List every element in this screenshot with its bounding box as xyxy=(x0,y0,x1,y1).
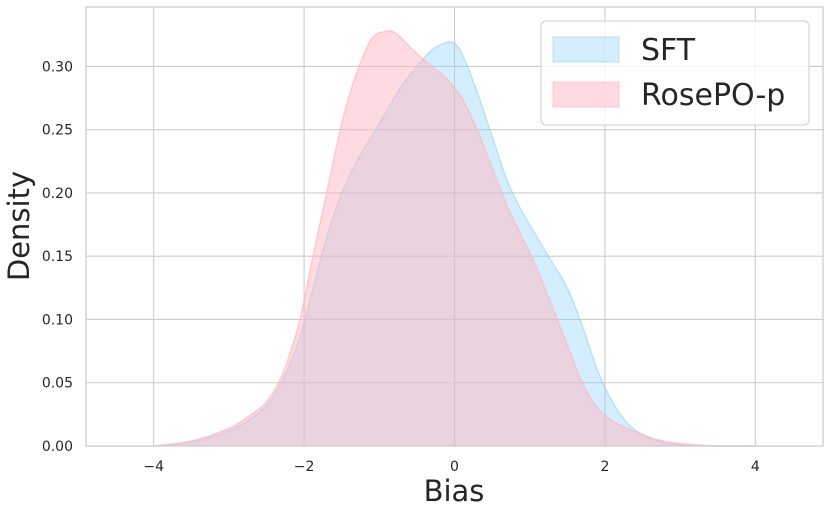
y-tick-label: 0.25 xyxy=(42,123,73,139)
y-tick-label: 0.05 xyxy=(42,376,73,392)
x-tick-labels: −4 −2 0 2 4 xyxy=(143,459,759,475)
x-tick-label: 2 xyxy=(600,459,609,475)
x-tick-label: 0 xyxy=(450,459,459,475)
plot-frame xyxy=(85,6,824,447)
y-tick-label: 0.00 xyxy=(42,439,73,455)
density-curve-rosepo-p xyxy=(153,29,756,447)
y-tick-labels: 0.00 0.05 0.10 0.15 0.20 0.25 0.30 xyxy=(42,59,73,455)
legend: SFT RosePO-p xyxy=(540,20,810,126)
density-area-rosepo-p xyxy=(153,30,756,447)
y-tick-label: 0.10 xyxy=(42,312,73,328)
legend-swatch-sft xyxy=(552,36,620,63)
y-tick-label: 0.15 xyxy=(42,249,73,265)
y-tick-label: 0.30 xyxy=(42,59,73,75)
legend-label-sft: SFT xyxy=(641,33,696,68)
y-axis-label: Density xyxy=(2,171,36,281)
x-tick-label: −4 xyxy=(143,459,164,475)
x-axis-label: Bias xyxy=(424,474,485,507)
x-tick-label: −2 xyxy=(294,459,315,475)
legend-swatch-rosepo-p xyxy=(552,81,620,108)
x-tick-label: 4 xyxy=(751,459,760,475)
y-tick-label: 0.20 xyxy=(42,186,73,202)
legend-label-rosepo-p: RosePO-p xyxy=(641,78,785,113)
density-areas xyxy=(153,29,756,447)
